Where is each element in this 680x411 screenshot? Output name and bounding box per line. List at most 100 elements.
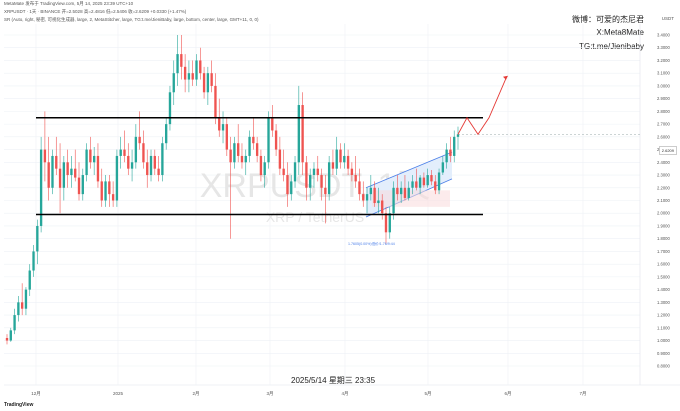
x-tick-label: 6月 — [504, 391, 511, 397]
candle-body — [172, 73, 175, 93]
candle-body — [9, 330, 12, 341]
watermark-x: X:Meta8Mate — [596, 28, 644, 37]
candle-body — [324, 187, 327, 195]
candle-body — [36, 225, 39, 252]
candle-body — [66, 162, 69, 176]
ghost-subtitle: XRP / TetherUS — [266, 209, 364, 225]
y-tick-label: 1.6000 — [657, 262, 670, 267]
candle-body — [343, 155, 346, 163]
candle-body — [339, 149, 342, 163]
candle-body — [210, 73, 213, 86]
y-tick-label: 2.8000 — [657, 109, 670, 114]
candle-body — [233, 143, 236, 163]
candle-body — [127, 155, 130, 169]
header-ohlc-line: XRPUSDT · 1天 · BINANCE 开=2.5028 高=2.4816… — [4, 9, 187, 14]
candle-body — [157, 168, 160, 176]
candle-body — [335, 149, 338, 169]
y-tick-label: 1.4000 — [657, 287, 670, 292]
candle-body — [146, 162, 149, 176]
y-tick-label: 1.8000 — [657, 236, 670, 241]
x-tick-label: 12月 — [31, 391, 41, 397]
candle-body — [5, 337, 9, 341]
candle-body — [165, 124, 168, 144]
channel-upper-line — [365, 151, 453, 189]
candle-body — [320, 175, 323, 188]
candle-body — [267, 117, 270, 163]
last-price-badge: 2.6209 — [658, 146, 677, 155]
y-tick-label: 1.3000 — [657, 300, 670, 305]
candle-body — [445, 149, 448, 163]
candle-body — [199, 60, 202, 74]
candle-body — [255, 143, 259, 156]
candle-body — [244, 155, 247, 163]
candle-body — [229, 149, 232, 163]
candle-body — [293, 162, 297, 182]
candle-body — [434, 181, 437, 191]
candle-body — [274, 130, 278, 150]
candle-body — [286, 175, 289, 195]
candle-body — [418, 177, 422, 188]
candle-body — [89, 149, 92, 163]
candle-body — [271, 117, 274, 131]
candle-body — [58, 168, 62, 188]
candle-body — [96, 155, 100, 182]
candle-body — [51, 155, 54, 188]
y-tick-label: 3.2000 — [657, 58, 670, 63]
y-tick-label: 2.2000 — [657, 185, 670, 190]
x-tick-label: 2月 — [192, 391, 199, 397]
candle-body — [388, 213, 391, 233]
channel-highlight — [372, 190, 450, 207]
candle-body — [346, 155, 350, 169]
y-tick-label: 2.1000 — [657, 198, 670, 203]
tradingview-logo: TradingView — [4, 402, 34, 408]
low-price-annotation: 1.7605(0.00%)低价/1.76/9:44 — [348, 241, 395, 246]
candle-body — [180, 54, 183, 67]
candle-body — [62, 162, 66, 188]
candle-body — [85, 149, 88, 176]
candle-body — [195, 60, 198, 80]
candle-body — [301, 105, 304, 163]
y-tick-label: 2.6000 — [657, 134, 670, 139]
candle-body — [130, 162, 134, 169]
candle-body — [202, 73, 206, 93]
candle-body — [39, 149, 43, 226]
candle-body — [142, 143, 145, 163]
header-publish-line: MetaMate 发布于 TradingView.com, 5月 14, 202… — [4, 1, 134, 6]
candle-body — [17, 302, 20, 316]
candle-body — [331, 162, 335, 169]
y-tick-label: 0.8000 — [657, 364, 670, 369]
candle-body — [191, 73, 194, 80]
watermark-telegram: TG:t.me/Jienibaby — [579, 42, 644, 51]
candle-body — [248, 136, 251, 156]
y-tick-label: 3.1000 — [657, 71, 670, 76]
candle-body — [369, 187, 373, 195]
candle-body — [407, 187, 410, 198]
candle-body — [396, 187, 399, 195]
y-tick-label: 2.3000 — [657, 173, 670, 178]
candle-body — [13, 315, 16, 331]
candle-body — [176, 54, 179, 74]
x-tick-label: 2025 — [113, 391, 124, 396]
candle-body — [221, 124, 225, 131]
y-tick-label: 2.7000 — [657, 122, 670, 127]
candle-body — [81, 175, 84, 195]
candle-body — [74, 168, 77, 178]
candle-body — [206, 73, 210, 93]
y-tick-label: 1.1000 — [657, 325, 670, 330]
candle-body — [55, 155, 58, 169]
candle-body — [415, 181, 418, 188]
x-tick-label: 7月 — [579, 391, 586, 397]
y-tick-label: 1.5000 — [657, 274, 670, 279]
candle-body — [138, 136, 141, 144]
candle-body — [316, 168, 319, 176]
candle-body — [312, 168, 316, 176]
candle-body — [123, 149, 126, 156]
x-tick-label: 4月 — [341, 391, 348, 397]
candle-body — [225, 124, 228, 150]
candle-body — [259, 155, 263, 176]
candle-body — [237, 143, 240, 156]
candle-body — [100, 181, 103, 201]
x-tick-label: 5月 — [424, 391, 431, 397]
header-indicator-line: SR (Auto, right, 秘密, 可视化生成器, large, 2, M… — [4, 17, 259, 22]
